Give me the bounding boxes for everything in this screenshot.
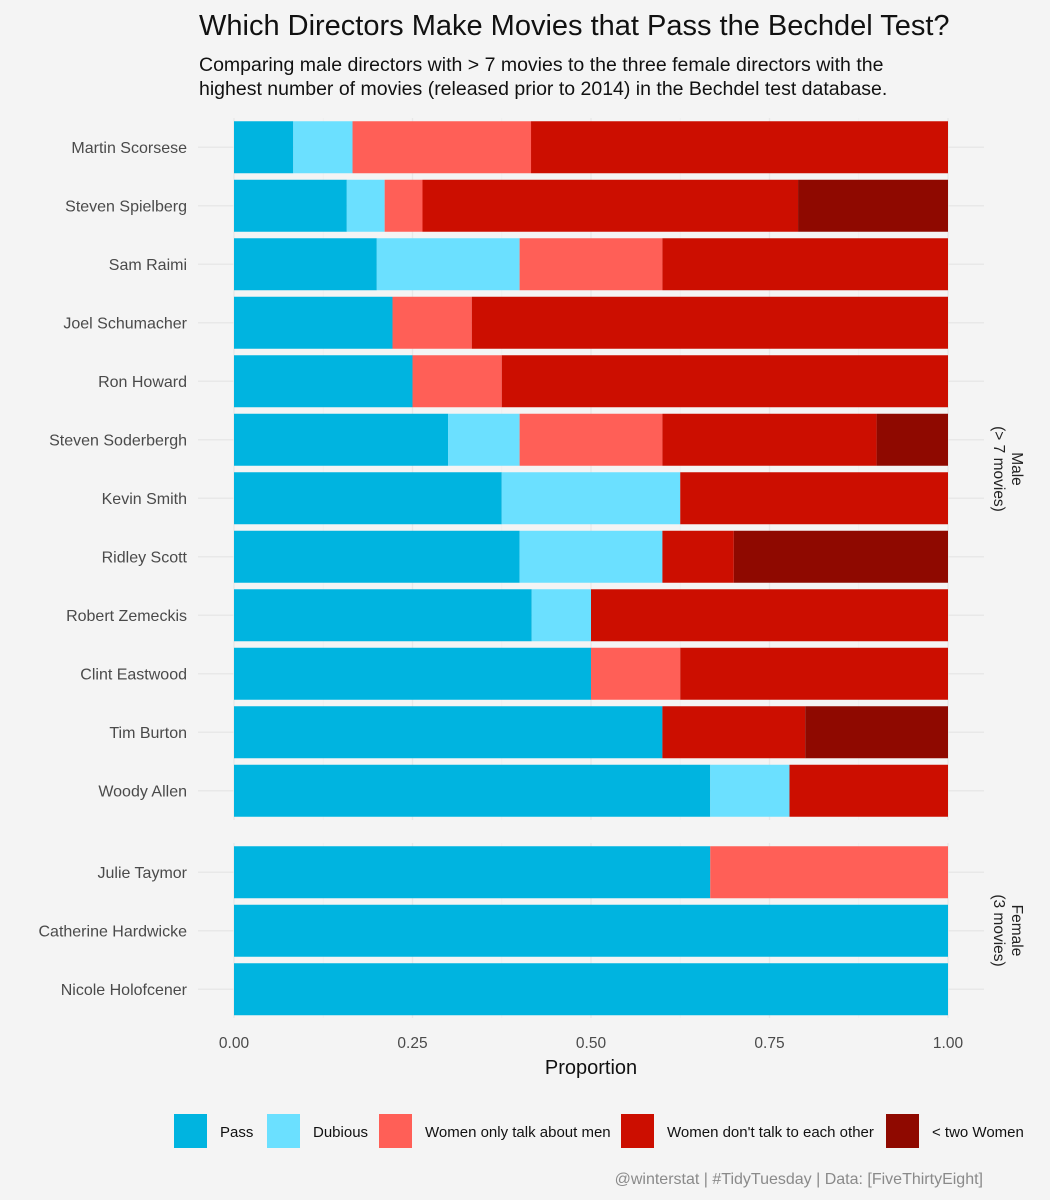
bar-ron-howard-women-only-talk-about-men bbox=[412, 355, 502, 408]
facet-label: Female(3 movies) bbox=[990, 894, 1025, 966]
y-tick-label: Steven Soderbergh bbox=[49, 432, 187, 449]
bar-woody-allen-dubious bbox=[710, 764, 790, 817]
legend-key-two-women bbox=[886, 1114, 919, 1148]
legend-label: < two Women bbox=[932, 1124, 1024, 1141]
bar-clint-eastwood-women-don-t-talk-to-each-other bbox=[680, 647, 948, 700]
legend-label: Women don't talk to each other bbox=[667, 1124, 874, 1141]
x-tick-label: 0.75 bbox=[754, 1035, 784, 1052]
legend-label: Pass bbox=[220, 1124, 253, 1141]
bars bbox=[234, 121, 948, 1016]
bar-kevin-smith-dubious bbox=[501, 472, 681, 525]
x-tick-label: 0.25 bbox=[397, 1035, 427, 1052]
x-tick-label: 0.50 bbox=[576, 1035, 607, 1052]
legend-key-dubious bbox=[267, 1114, 300, 1148]
chart-subtitle-line-1: Comparing male directors with > 7 movies… bbox=[199, 54, 883, 76]
legend-key-pass bbox=[174, 1114, 207, 1148]
facet-strips: Male(> 7 movies) Female(3 movies) bbox=[990, 426, 1025, 967]
legend-label: Women only talk about men bbox=[425, 1124, 611, 1141]
bar-woody-allen-women-don-t-talk-to-each-other bbox=[789, 764, 948, 817]
bar-ridley-scott-women-don-t-talk-to-each-other bbox=[662, 530, 734, 583]
bar-ron-howard-women-don-t-talk-to-each-other bbox=[501, 355, 948, 408]
legend: Pass Dubious Women only talk about men Wome… bbox=[174, 1114, 1024, 1148]
bar-nicole-holofcener-pass bbox=[234, 963, 948, 1016]
bar-joel-schumacher-women-don-t-talk-to-each-other bbox=[471, 296, 948, 349]
caption: @winterstat | #TidyTuesday | Data: [Five… bbox=[615, 1171, 983, 1188]
legend-key-women-don-t-talk-to-each-other bbox=[621, 1114, 654, 1148]
bar-steven-spielberg-pass bbox=[234, 179, 347, 232]
bar-robert-zemeckis-dubious bbox=[531, 589, 591, 642]
bar-catherine-hardwicke-pass bbox=[234, 904, 948, 957]
bar-tim-burton-pass bbox=[234, 706, 663, 759]
bar-steven-soderbergh-women-only-talk-about-men bbox=[519, 413, 663, 466]
x-axis-ticks: 0.00 0.25 0.50 0.75 1.00 bbox=[219, 1035, 964, 1052]
y-tick-label: Clint Eastwood bbox=[80, 666, 187, 683]
chart-title: Which Directors Make Movies that Pass th… bbox=[199, 10, 950, 42]
bar-woody-allen-pass bbox=[234, 764, 711, 817]
bar-martin-scorsese-dubious bbox=[293, 121, 353, 174]
bar-ridley-scott-dubious bbox=[519, 530, 663, 583]
bar-robert-zemeckis-pass bbox=[234, 589, 532, 642]
bar-ridley-scott-two-women bbox=[733, 530, 948, 583]
x-tick-label: 0.00 bbox=[219, 1035, 250, 1052]
bar-martin-scorsese-women-don-t-talk-to-each-other bbox=[531, 121, 948, 174]
y-axis-ticks: Martin Scorsese Steven Spielberg Sam Raimi… bbox=[38, 140, 187, 999]
bar-steven-spielberg-two-women bbox=[798, 179, 948, 232]
bar-sam-raimi-pass bbox=[234, 238, 377, 291]
y-tick-label: Nicole Holofcener bbox=[61, 982, 188, 999]
bar-steven-soderbergh-two-women bbox=[876, 413, 948, 466]
bar-steven-spielberg-women-don-t-talk-to-each-other bbox=[422, 179, 799, 232]
legend-key-women-only-talk-about-men bbox=[379, 1114, 412, 1148]
y-tick-label: Catherine Hardwicke bbox=[38, 923, 187, 940]
bar-sam-raimi-women-only-talk-about-men bbox=[519, 238, 663, 291]
bar-robert-zemeckis-women-don-t-talk-to-each-other bbox=[591, 589, 948, 642]
legend-label: Dubious bbox=[313, 1124, 368, 1141]
bar-tim-burton-two-women bbox=[805, 706, 948, 759]
y-tick-label: Woody Allen bbox=[98, 783, 187, 800]
y-tick-label: Sam Raimi bbox=[109, 257, 187, 274]
bar-steven-spielberg-women-only-talk-about-men bbox=[384, 179, 423, 232]
bar-sam-raimi-women-don-t-talk-to-each-other bbox=[662, 238, 948, 291]
y-tick-label: Ridley Scott bbox=[102, 549, 188, 566]
bar-steven-spielberg-dubious bbox=[346, 179, 385, 232]
y-tick-label: Joel Schumacher bbox=[63, 315, 187, 332]
bar-joel-schumacher-women-only-talk-about-men bbox=[392, 296, 472, 349]
bar-ron-howard-pass bbox=[234, 355, 413, 408]
bar-steven-soderbergh-women-don-t-talk-to-each-other bbox=[662, 413, 877, 466]
bar-tim-burton-women-don-t-talk-to-each-other bbox=[662, 706, 806, 759]
bar-kevin-smith-pass bbox=[234, 472, 502, 525]
bar-martin-scorsese-pass bbox=[234, 121, 294, 174]
bar-clint-eastwood-pass bbox=[234, 647, 591, 700]
y-tick-label: Ron Howard bbox=[98, 374, 187, 391]
bar-joel-schumacher-pass bbox=[234, 296, 393, 349]
bar-steven-soderbergh-pass bbox=[234, 413, 449, 466]
y-tick-label: Martin Scorsese bbox=[71, 140, 187, 157]
y-tick-label: Tim Burton bbox=[109, 725, 187, 742]
bar-julie-taymor-women-only-talk-about-men bbox=[710, 846, 948, 899]
bar-ridley-scott-pass bbox=[234, 530, 520, 583]
facet-label: Male(> 7 movies) bbox=[990, 426, 1025, 512]
bar-clint-eastwood-women-only-talk-about-men bbox=[591, 647, 681, 700]
x-tick-label: 1.00 bbox=[933, 1035, 964, 1052]
y-tick-label: Julie Taymor bbox=[97, 865, 187, 882]
chart-subtitle-line-2: highest number of movies (released prior… bbox=[199, 78, 887, 100]
bar-sam-raimi-dubious bbox=[376, 238, 520, 291]
bar-martin-scorsese-women-only-talk-about-men bbox=[352, 121, 532, 174]
bar-julie-taymor-pass bbox=[234, 846, 711, 899]
x-axis-label: Proportion bbox=[545, 1057, 637, 1079]
y-tick-label: Kevin Smith bbox=[102, 491, 187, 508]
bar-steven-soderbergh-dubious bbox=[448, 413, 520, 466]
y-tick-label: Steven Spielberg bbox=[65, 198, 187, 215]
y-tick-label: Robert Zemeckis bbox=[66, 608, 187, 625]
bar-kevin-smith-women-don-t-talk-to-each-other bbox=[680, 472, 948, 525]
